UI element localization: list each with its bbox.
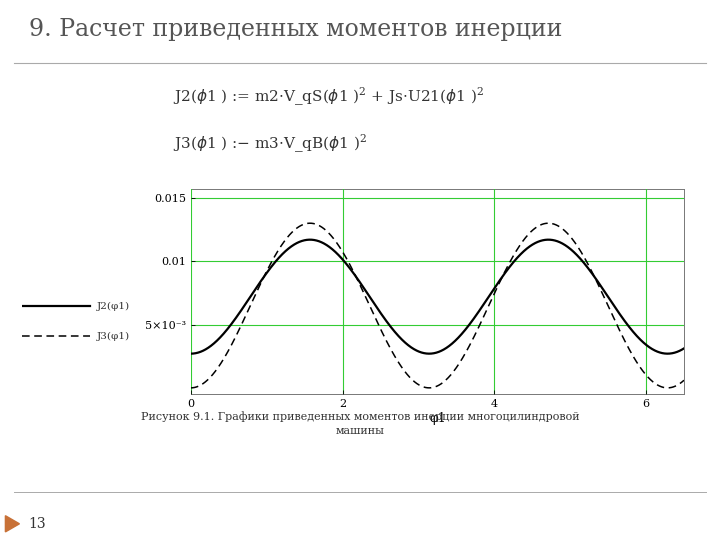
- Text: J3(φ1): J3(φ1): [97, 332, 130, 341]
- Text: 9. Расчет приведенных моментов инерции: 9. Расчет приведенных моментов инерции: [29, 18, 562, 41]
- X-axis label: φ1: φ1: [429, 412, 446, 425]
- Text: J2($\phi$1 ) := m2$\cdot$V_qS($\phi$1 )$^{\mathregular{2}}$ + Js$\cdot$U21($\phi: J2($\phi$1 ) := m2$\cdot$V_qS($\phi$1 )$…: [173, 85, 484, 107]
- Polygon shape: [6, 516, 19, 532]
- Text: Рисунок 9.1. Графики приведенных моментов инерции многоцилиндровой
машины: Рисунок 9.1. Графики приведенных моменто…: [140, 411, 580, 436]
- Text: 13: 13: [28, 517, 45, 531]
- Text: J3($\phi$1 ) :$-$ m3$\cdot$V_qB($\phi$1 )$^{\mathregular{2}}$: J3($\phi$1 ) :$-$ m3$\cdot$V_qB($\phi$1 …: [173, 133, 367, 155]
- Text: J2(φ1): J2(φ1): [97, 302, 130, 310]
